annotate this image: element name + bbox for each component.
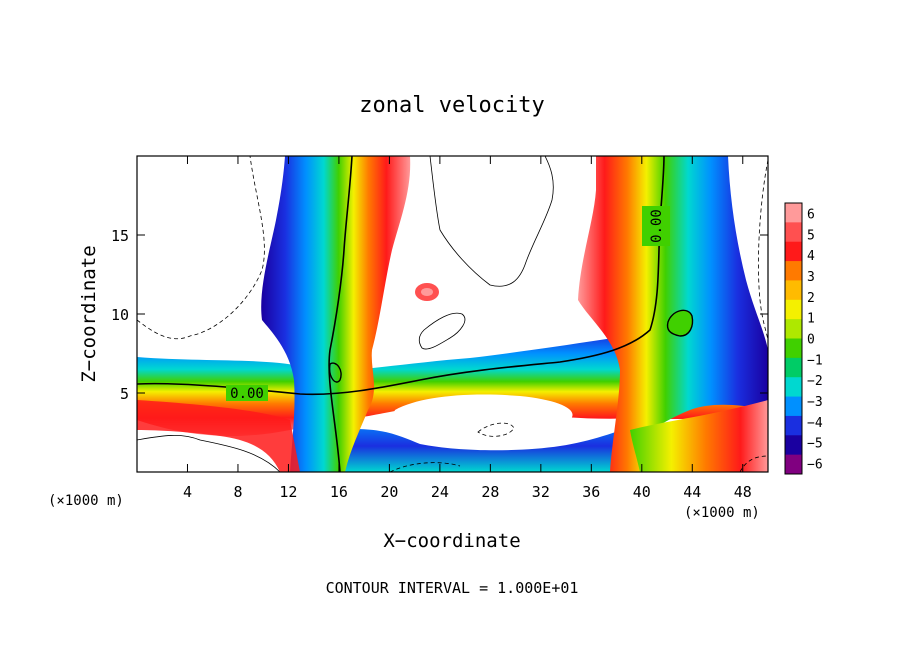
colorbar-swatch — [785, 241, 802, 262]
contour-label-bg-right — [642, 206, 670, 246]
x-unit-left: (×1000 m) — [48, 493, 124, 509]
x-tick-label: 16 — [330, 483, 348, 501]
x-tick-label: 20 — [380, 483, 398, 501]
colorbar-swatch — [785, 280, 802, 301]
colorbar: 6 5 4 3 2 1 0 −1 −2 −3 −4 −5 −6 — [784, 202, 823, 475]
colorbar-swatch — [785, 435, 802, 456]
lower-white-region — [393, 394, 573, 444]
colorbar-label: 3 — [807, 270, 815, 285]
colorbar-label: −6 — [807, 458, 823, 473]
colorbar-label: 1 — [807, 312, 815, 327]
velocity-field — [137, 156, 768, 472]
y-axis-label: Z−coordinate — [78, 245, 100, 382]
y-tick-label: 5 — [120, 385, 129, 403]
x-tick-label: 12 — [279, 483, 297, 501]
colorbar-label: 5 — [807, 228, 815, 243]
lower-blue-strip — [340, 420, 650, 472]
colorbar-swatch — [785, 338, 802, 359]
contour-label-bg-left — [226, 385, 268, 401]
colorbar-swatch — [785, 299, 802, 320]
x-axis-label: X−coordinate — [383, 530, 520, 552]
x-tick-label: 48 — [734, 483, 752, 501]
colorbar-label: 4 — [807, 249, 815, 264]
lower-right-warm-region — [630, 400, 768, 472]
colorbar-label: 0 — [807, 333, 815, 348]
y-tick-label: 15 — [111, 227, 129, 245]
contour-loop-green — [666, 309, 694, 337]
x-tick-label: 4 — [183, 483, 192, 501]
x-tick-label: 40 — [633, 483, 651, 501]
colorbar-swatch — [785, 454, 802, 475]
positive-blob-core — [421, 288, 433, 296]
colorbar-swatch — [785, 357, 802, 378]
colorbar-swatch — [785, 319, 802, 339]
thin-contour-top-center — [429, 156, 554, 287]
x-tick-label: 44 — [683, 483, 701, 501]
dashed-contour-left — [137, 156, 265, 340]
contour-interval-note: CONTOUR INTERVAL = 1.000E+01 — [326, 579, 579, 597]
colorbar-swatch — [785, 203, 802, 223]
x-axis: 4 8 12 16 20 24 28 32 36 40 44 48 — [183, 156, 752, 501]
colorbar-swatch — [785, 222, 802, 243]
colorbar-label: −1 — [807, 353, 823, 368]
dashed-contour-right — [758, 159, 768, 341]
chart-title: zonal velocity — [359, 93, 544, 118]
contour-label-left: 0.00 — [230, 386, 264, 402]
colorbar-frame — [784, 202, 803, 475]
colorbar-swatch — [785, 261, 802, 281]
thin-contour-lower-left — [137, 434, 281, 472]
dashed-contour-bottom-right — [739, 455, 768, 472]
colorbar-label: −4 — [807, 416, 823, 431]
contour-label-right: 0.00 — [649, 209, 665, 243]
x-unit-right: (×1000 m) — [684, 505, 760, 521]
x-tick-label: 32 — [532, 483, 550, 501]
y-axis: 5 10 15 — [111, 227, 768, 403]
thin-contour-loop — [418, 312, 466, 350]
colorbar-swatch — [785, 415, 802, 436]
colorbar-label: −2 — [807, 374, 823, 389]
x-tick-label: 8 — [233, 483, 242, 501]
dashed-contour-small — [477, 422, 515, 437]
colorbar-label: −5 — [807, 437, 823, 452]
colorbar-swatch — [785, 396, 802, 417]
lower-left-warm-region — [137, 400, 300, 472]
zero-contour-small-loop — [328, 362, 342, 383]
dashed-contour-bottom — [389, 462, 461, 472]
colorbar-label: 6 — [807, 207, 815, 222]
x-tick-label: 36 — [582, 483, 600, 501]
colorbar-label: −3 — [807, 395, 823, 410]
zero-contour-vertical — [328, 156, 353, 472]
x-tick-label: 28 — [481, 483, 499, 501]
colorbar-label: 2 — [807, 291, 815, 306]
colorbar-swatch — [785, 377, 802, 398]
y-tick-label: 10 — [111, 306, 129, 324]
x-tick-label: 24 — [431, 483, 449, 501]
